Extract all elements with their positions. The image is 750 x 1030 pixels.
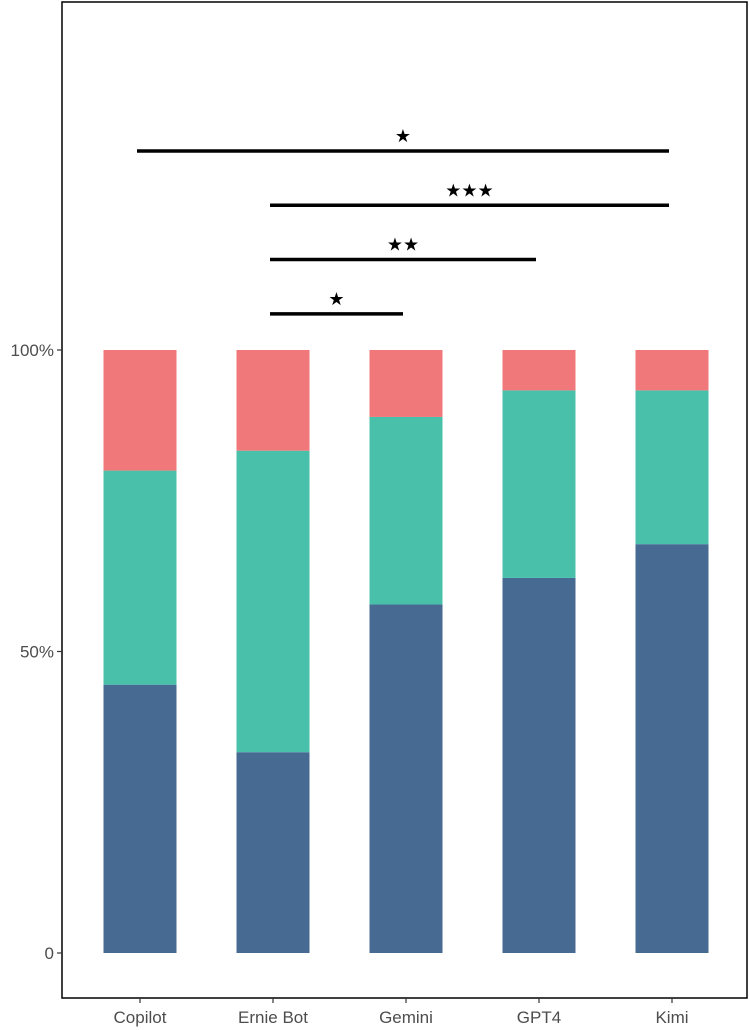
bar-copilot-segment-2 [103,470,177,685]
y-tick-label: 50% [20,643,54,662]
bar-gemini-segment-2 [369,416,443,605]
significance-brackets: ★★★★★★★ [137,126,669,316]
x-tick-label-kimi: Kimi [655,1008,688,1027]
y-tick-label: 0 [45,944,54,963]
bar-gemini-segment-1 [369,604,443,953]
significance-label-3: ★★★ [445,180,493,201]
bar-gpt4-segment-2 [502,390,576,578]
significance-label-1: ★ [328,289,344,310]
y-tick-label: 100% [11,341,54,360]
bar-kimi-segment-2 [635,390,709,545]
bar-ernie-bot-segment-2 [236,450,310,753]
significance-label-4: ★ [395,126,411,147]
y-axis: 0 50% 100% [11,341,62,963]
bar-kimi-segment-1 [635,544,709,953]
bar-copilot-segment-1 [103,684,177,953]
plot-panel-border [61,1,748,999]
bar-ernie-bot-segment-1 [236,752,310,953]
bar-copilot-segment-3 [103,350,177,471]
x-axis: Copilot Ernie Bot Gemini GPT4 Kimi [114,998,689,1027]
bar-kimi-segment-3 [635,350,709,391]
bar-gemini-segment-3 [369,350,443,417]
bar-ernie-bot-segment-3 [236,350,310,451]
x-tick-label-gpt4: GPT4 [517,1008,561,1027]
x-tick-label-ernie-bot: Ernie Bot [238,1008,308,1027]
x-tick-label-gemini: Gemini [379,1008,433,1027]
x-tick-label-copilot: Copilot [114,1008,167,1027]
bar-gpt4-segment-1 [502,577,576,953]
significance-label-2: ★★ [387,235,419,256]
bar-gpt4-segment-3 [502,350,576,391]
bars-layer [103,350,709,953]
